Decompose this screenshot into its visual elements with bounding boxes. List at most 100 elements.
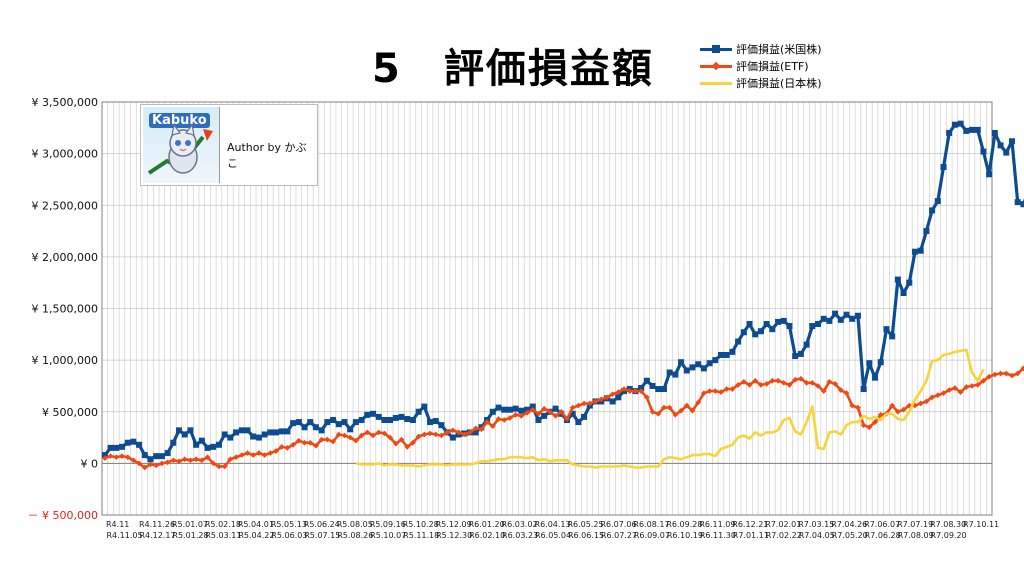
data-point-us [735, 338, 742, 345]
data-point-etf [974, 382, 981, 388]
x-tick-label: R7.05.20 [832, 531, 868, 540]
data-point-us [643, 377, 650, 384]
data-point-etf [501, 417, 508, 423]
data-point-us [689, 364, 696, 371]
data-point-etf [107, 453, 114, 459]
series-line-2 [355, 348, 985, 469]
data-point-us [369, 410, 376, 417]
data-point-us [860, 386, 867, 393]
data-point-etf [358, 432, 365, 439]
data-point-us [387, 417, 394, 424]
data-point-us [666, 369, 673, 376]
data-point-us [923, 228, 930, 235]
x-tick-label: R6.11.09 [699, 520, 735, 529]
x-tick-label: R7.02.22 [766, 531, 802, 540]
x-tick-label: R5.09.16 [370, 520, 406, 529]
data-point-us [290, 420, 297, 427]
x-tick-label: R6.02.10 [469, 531, 505, 540]
x-tick-label: R6.08.17 [633, 520, 669, 529]
y-tick-label: ¥ 0 [81, 457, 99, 470]
data-point-us [273, 429, 280, 436]
data-point-etf [712, 388, 719, 394]
data-point-etf [592, 398, 599, 405]
y-tick-label: ¥ 1,000,000 [32, 354, 98, 367]
x-tick-label: R4.11.05 [106, 531, 142, 540]
data-point-us [404, 415, 411, 422]
data-point-us [883, 326, 890, 333]
logo-text: Kabuko [149, 113, 210, 128]
data-point-etf [649, 408, 656, 415]
x-tick-label: R7.10.11 [963, 520, 999, 529]
data-point-etf [729, 386, 736, 392]
data-point-us [438, 422, 445, 429]
data-point-etf [940, 390, 947, 397]
data-point-etf [552, 413, 559, 419]
data-point-us [649, 382, 656, 389]
data-point-us [352, 419, 359, 426]
x-tick-label: R6.07.06 [600, 520, 636, 529]
data-point-etf [130, 457, 137, 464]
x-tick-label: R6.07.27 [601, 531, 637, 540]
data-point-us [341, 419, 348, 426]
data-point-us [832, 310, 839, 317]
data-point-us [318, 427, 325, 434]
data-point-us [951, 121, 958, 128]
data-point-us [358, 417, 365, 424]
chart-title: 5 評価損益額 [372, 46, 654, 92]
data-point-us [706, 360, 713, 367]
data-point-us [678, 359, 685, 366]
data-point-etf [666, 404, 673, 411]
data-point-etf [256, 450, 262, 456]
data-point-us [198, 437, 205, 444]
data-point-us [187, 427, 194, 434]
data-point-us [164, 450, 171, 457]
data-point-etf [278, 444, 285, 450]
data-point-us [233, 429, 240, 436]
data-point-etf [860, 422, 867, 429]
data-point-us [917, 247, 924, 254]
data-point-us [176, 427, 183, 434]
data-point-us [877, 359, 884, 366]
x-tick-label: R5.12.30 [436, 531, 472, 540]
data-point-us [929, 207, 936, 214]
legend-label-etf: 評価損益(ETF) [736, 60, 809, 73]
data-point-us [780, 317, 787, 324]
data-point-us [809, 323, 816, 330]
data-point-us [472, 429, 479, 436]
data-point-us [535, 417, 542, 424]
data-point-us [911, 248, 918, 255]
data-point-etf [267, 450, 274, 456]
data-point-us [238, 427, 245, 434]
data-point-us [609, 398, 616, 405]
data-point-etf [341, 432, 348, 439]
x-tick-label: R6.06.15 [568, 531, 604, 540]
data-point-us [347, 426, 354, 433]
x-tick-label: R5.08.26 [337, 531, 373, 540]
data-point-us [763, 320, 770, 327]
data-point-us [250, 433, 257, 440]
data-point-etf [170, 457, 177, 464]
data-point-etf [706, 388, 713, 394]
data-point-us [244, 427, 251, 434]
data-point-us [569, 410, 576, 417]
data-point-us [660, 386, 667, 393]
data-point-us [330, 417, 337, 424]
data-point-us [997, 142, 1004, 149]
y-tick-label: ¥ 3,500,000 [32, 96, 98, 109]
data-point-us [786, 323, 793, 330]
data-point-us [255, 434, 262, 441]
data-point-us [752, 331, 759, 338]
data-point-us [415, 408, 422, 415]
legend-item-etf: 評価損益(ETF) [700, 59, 822, 73]
x-tick-label: R5.01.28 [172, 531, 208, 540]
data-point-us [136, 441, 143, 448]
y-tick-label: ¥ 500,000 [42, 406, 98, 419]
data-point-etf [923, 398, 930, 405]
legend-label-jp: 評価損益(日本株) [736, 77, 822, 90]
x-tick-label: R7.08.30 [930, 520, 966, 529]
legend: 評価損益(米国株) 評価損益(ETF) 評価損益(日本株) [700, 42, 822, 93]
data-point-etf [472, 425, 479, 432]
data-point-us [820, 315, 827, 322]
data-point-etf [541, 405, 547, 412]
x-tick-label: R5.05.13 [271, 520, 307, 529]
